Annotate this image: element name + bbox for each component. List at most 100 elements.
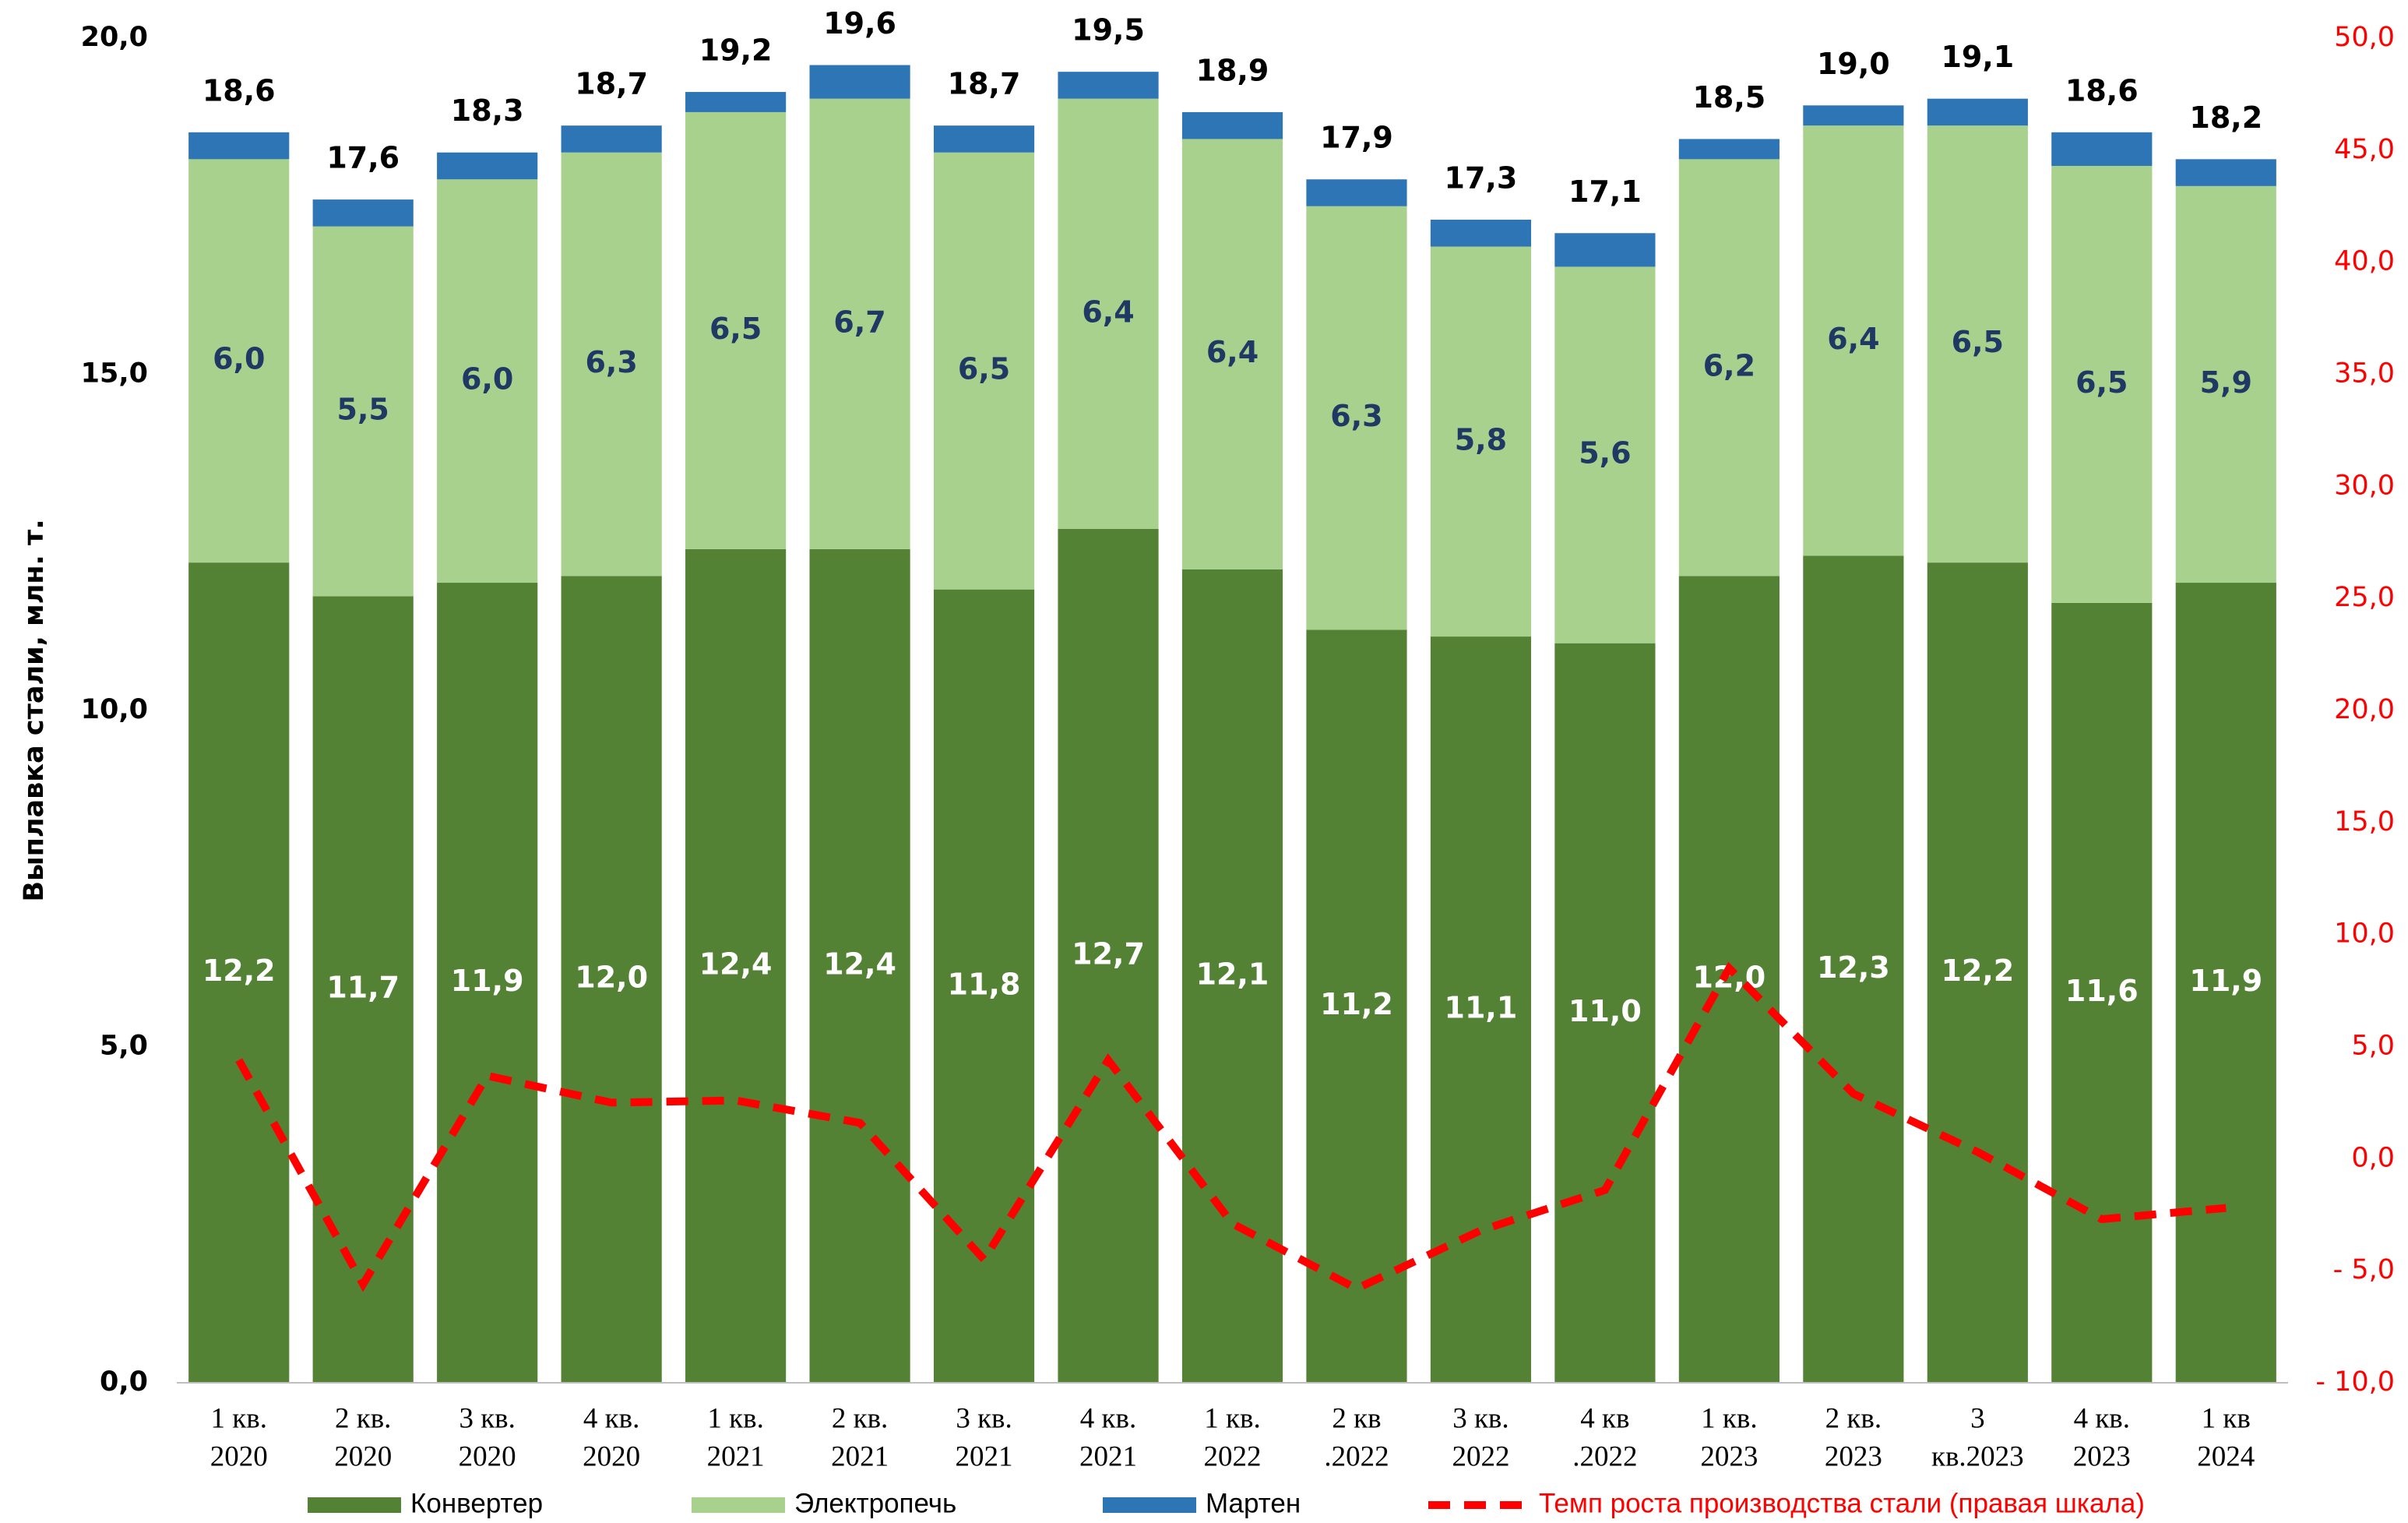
data-label: 11,0: [1568, 994, 1642, 1028]
x-tick-label: 2020: [459, 1440, 516, 1472]
bar-segment: [933, 589, 1035, 1383]
x-tick-label: 2021: [1079, 1440, 1137, 1472]
x-tick-label: 1 кв.: [1204, 1402, 1260, 1434]
bar-segment: [809, 65, 910, 99]
data-label: 12,3: [1817, 950, 1890, 985]
y2-tick-label: 45,0: [2334, 134, 2395, 165]
bar-segment: [933, 152, 1035, 590]
legend-swatch: [308, 1497, 401, 1513]
y-axis-title: Выплавка стали, млн. т.: [19, 519, 50, 901]
total-label: 18,9: [1196, 53, 1269, 87]
y2-tick-label: 40,0: [2334, 246, 2395, 277]
data-label: 12,2: [1941, 954, 2014, 988]
total-label: 18,6: [202, 73, 276, 108]
data-label: 6,4: [1082, 294, 1134, 329]
data-label: 5,9: [2200, 365, 2252, 400]
bar-segment: [1803, 105, 1904, 126]
x-tick-label: 3 кв.: [956, 1402, 1012, 1434]
bar-segment: [1927, 98, 2028, 126]
x-tick-label: 1 кв.: [707, 1402, 763, 1434]
data-label: 6,3: [1330, 399, 1382, 433]
data-label: 5,8: [1455, 422, 1507, 457]
data-label: 12,4: [699, 947, 773, 981]
x-tick-label: 2022: [1452, 1440, 1509, 1472]
x-tick-label: 2020: [210, 1440, 268, 1472]
x-tick-label: 2 кв: [1332, 1402, 1381, 1434]
data-label: 12,2: [202, 954, 276, 988]
data-label: 6,5: [2075, 365, 2128, 400]
bar-segment: [1058, 98, 1159, 529]
x-tick-label: 2 кв.: [1825, 1402, 1882, 1434]
x-tick-label: 1 кв.: [211, 1402, 267, 1434]
legend-swatch: [692, 1497, 785, 1513]
bar-segment: [1678, 576, 1780, 1383]
x-tick-label: 2022: [1204, 1440, 1262, 1472]
data-label: 5,5: [337, 392, 389, 426]
bar-segment: [1430, 220, 1532, 247]
total-label: 19,1: [1941, 40, 2014, 74]
bar-segment: [312, 596, 414, 1383]
bar-segment: [933, 125, 1035, 153]
x-tick-label: 2 кв.: [832, 1402, 888, 1434]
data-label: 6,5: [1952, 325, 2004, 359]
y2-tick-label: 30,0: [2334, 470, 2395, 501]
x-tick-label: 4 кв.: [583, 1402, 639, 1434]
x-tick-label: 4 кв.: [1080, 1402, 1136, 1434]
bar-segment: [2051, 165, 2153, 603]
bar-segment: [685, 111, 787, 549]
data-label: 12,7: [1072, 936, 1145, 971]
data-label: 12,1: [1196, 957, 1269, 991]
x-tick-label: 2023: [2073, 1440, 2131, 1472]
bar-segment: [1181, 139, 1283, 569]
bar-segment: [561, 152, 662, 576]
data-label: 12,0: [575, 961, 648, 995]
y2-tick-label: 0,0: [2351, 1142, 2395, 1173]
legend-label: Конвертер: [410, 1488, 543, 1518]
x-tick-label: .2022: [1572, 1440, 1637, 1472]
bar-segment: [312, 199, 414, 227]
bar-segment: [437, 179, 538, 583]
data-label: 11,7: [326, 971, 400, 1005]
y-tick-label: 20,0: [81, 22, 148, 53]
y2-tick-label: 5,0: [2351, 1031, 2395, 1062]
total-label: 18,5: [1692, 80, 1766, 115]
bar-segment: [1306, 206, 1407, 630]
bar-segment: [1058, 72, 1159, 99]
legend-label: Электропечь: [794, 1488, 956, 1518]
x-tick-label: кв.2023: [1931, 1440, 2024, 1472]
total-label: 19,2: [699, 33, 773, 68]
bar-segment: [188, 132, 290, 160]
data-label: 11,9: [2189, 964, 2262, 998]
total-label: 17,6: [326, 141, 400, 175]
y-tick-label: 10,0: [81, 694, 148, 725]
legend-swatch: [1103, 1497, 1196, 1513]
x-tick-label: 3 кв.: [459, 1402, 515, 1434]
data-label: 11,8: [948, 967, 1021, 1001]
data-label: 6,4: [1827, 322, 1879, 356]
x-tick-label: 2021: [831, 1440, 889, 1472]
bar-segment: [1803, 125, 1904, 556]
x-tick-label: 4 кв: [1580, 1402, 1629, 1434]
data-label: 6,7: [833, 305, 885, 339]
bar-segment: [1554, 266, 1656, 643]
bar-segment: [1058, 528, 1159, 1383]
bar-segment: [1803, 555, 1904, 1383]
total-label: 17,9: [1320, 121, 1393, 155]
x-tick-label: 2020: [583, 1440, 640, 1472]
bar-segment: [1181, 111, 1283, 139]
bar-segment: [561, 125, 662, 153]
bar-segment: [1927, 125, 2028, 563]
total-label: 18,2: [2189, 100, 2262, 135]
data-label: 5,6: [1579, 436, 1631, 471]
data-label: 11,9: [451, 964, 524, 998]
x-tick-label: 2024: [2197, 1440, 2255, 1472]
y-tick-label: 5,0: [100, 1031, 148, 1062]
x-tick-label: 2021: [956, 1440, 1013, 1472]
bar-segment: [685, 548, 787, 1383]
data-label: 6,5: [709, 312, 762, 346]
data-label: 6,4: [1206, 335, 1259, 369]
y2-tick-label: - 10,0: [2315, 1366, 2395, 1398]
legend-label: Темп роста производства стали (правая шк…: [1539, 1488, 2145, 1518]
x-tick-label: 2023: [1700, 1440, 1758, 1472]
